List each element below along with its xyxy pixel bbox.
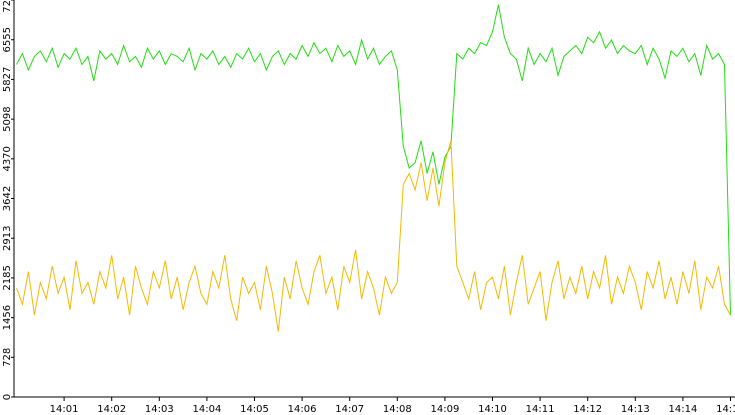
y-tick-label: 2913: [2, 226, 13, 251]
y-tick-label: 1456: [2, 305, 13, 330]
x-tick-label: 14:06: [288, 404, 317, 415]
y-tick-label: 3642: [2, 186, 13, 211]
x-tick-label: 14:12: [573, 404, 602, 415]
x-tick-label: 14:08: [383, 404, 412, 415]
series-line: [16, 140, 731, 332]
y-tick-label: 2185: [2, 265, 13, 290]
series-line: [16, 4, 731, 316]
y-tick-label: 5827: [2, 67, 13, 92]
y-tick-label: 4370: [2, 146, 13, 171]
y-tick-label: 7284: [2, 0, 13, 13]
y-tick-label: 0: [2, 394, 13, 400]
x-tick-label: 14:03: [145, 404, 174, 415]
x-tick-label: 14:07: [335, 404, 364, 415]
x-tick-label: 14:14: [668, 404, 697, 415]
x-tick-label: 14:02: [97, 404, 126, 415]
x-tick-label: 14:04: [192, 404, 221, 415]
x-tick-label: 14:05: [240, 404, 269, 415]
x-tick-label: 14:11: [526, 404, 555, 415]
x-tick-label: 14:09: [430, 404, 459, 415]
x-tick-label: 14:15: [716, 404, 735, 415]
y-tick-label: 728: [2, 348, 13, 367]
x-tick-label: 14:10: [478, 404, 507, 415]
x-tick-label: 14:01: [50, 404, 79, 415]
y-tick-label: 5098: [2, 106, 13, 131]
x-tick-label: 14:13: [621, 404, 650, 415]
y-tick-label: 6555: [2, 27, 13, 52]
